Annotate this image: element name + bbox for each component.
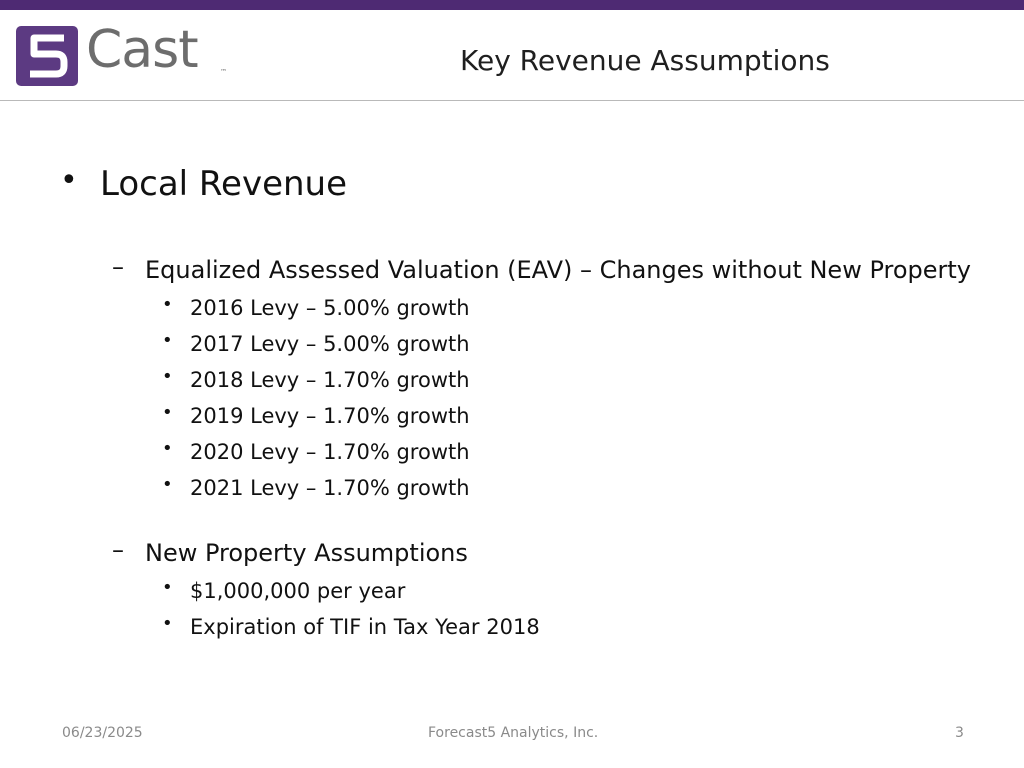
item-bullet: • [162, 330, 173, 351]
sub-bullet-dash: – [112, 253, 124, 281]
sub-bullet-text: Equalized Assessed Valuation (EAV) – Cha… [145, 256, 972, 284]
item-text: 2021 Levy – 1.70% growth [190, 476, 470, 500]
page-title: Key Revenue Assumptions [460, 44, 830, 77]
item-text: 2020 Levy – 1.70% growth [190, 440, 470, 464]
item-bullet: • [162, 366, 173, 387]
item-bullet: • [162, 474, 173, 495]
item-bullet: • [162, 438, 173, 459]
sub-bullet-dash: – [112, 536, 124, 564]
header-divider [0, 100, 1024, 101]
logo-trademark: ™ [220, 68, 227, 76]
footer-date: 06/23/2025 [62, 725, 143, 741]
footer-company: Forecast5 Analytics, Inc. [428, 725, 599, 741]
logo-wordmark: Cast [86, 20, 199, 80]
item-text: Expiration of TIF in Tax Year 2018 [190, 615, 540, 639]
logo-mark-icon [16, 26, 78, 86]
item-text: 2019 Levy – 1.70% growth [190, 404, 470, 428]
bullet-dot: • [60, 163, 78, 198]
bullet-text: Local Revenue [100, 164, 347, 204]
item-bullet: • [162, 577, 173, 598]
item-text: $1,000,000 per year [190, 579, 406, 603]
footer-page-number: 3 [955, 725, 964, 741]
item-bullet: • [162, 402, 173, 423]
item-text: 2017 Levy – 5.00% growth [190, 332, 470, 356]
item-bullet: • [162, 613, 173, 634]
item-bullet: • [162, 294, 173, 315]
sub-bullet-text: New Property Assumptions [145, 539, 468, 567]
company-logo: Cast ™ [16, 20, 227, 88]
top-accent-bar [0, 0, 1024, 10]
item-text: 2016 Levy – 5.00% growth [190, 296, 470, 320]
item-text: 2018 Levy – 1.70% growth [190, 368, 470, 392]
